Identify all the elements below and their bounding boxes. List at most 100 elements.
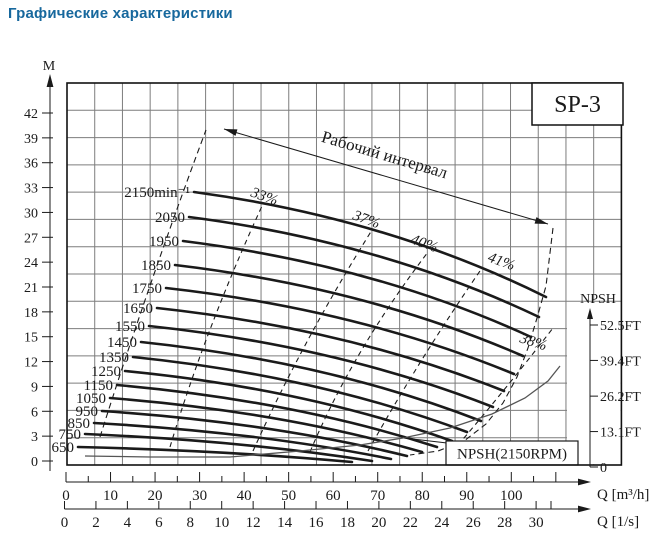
flow-ls-tick-label: 24 (434, 515, 450, 531)
efficiency-label-33: 33% (248, 184, 280, 209)
flow-m3h-tick-label: 30 (192, 488, 207, 504)
pump-curve-1550 (147, 324, 495, 409)
head-axis-tick-label: 33 (24, 182, 38, 197)
npsh-axis-tick-label: 52.5FT (600, 319, 641, 334)
arrowhead (587, 308, 593, 319)
head-axis-tick-label: 39 (24, 132, 38, 147)
flow-m3h-tick-label: 90 (459, 488, 474, 504)
npsh-callout-label: NPSH(2150RPM) (457, 447, 567, 463)
npsh-scale-notch (567, 303, 621, 465)
head-axis-tick-label: 18 (24, 306, 38, 321)
arrowhead (224, 129, 238, 136)
flow-m3h-tick-label: 80 (415, 488, 430, 504)
head-axis-tick-label: 0 (31, 455, 38, 470)
flow-m3h-tick-label: 40 (237, 488, 252, 504)
npsh-axis-tick-label: 13.1FT (600, 426, 641, 441)
npsh-curve (84, 365, 561, 458)
head-axis-tick-label: 15 (24, 331, 38, 346)
flow-m3h-tick-label: 100 (500, 488, 523, 504)
flow-ls-tick-label: 18 (340, 515, 355, 531)
efficiency-label-38: 38% (517, 330, 549, 354)
page-title: Графические характеристики (8, 5, 233, 22)
pump-curve-label-2050: 2050 (155, 210, 185, 226)
pump-curve-label-1550: 1550 (115, 319, 145, 335)
pump-curve-label-1750: 1750 (132, 281, 162, 297)
npsh-leader-line (403, 437, 448, 444)
head-axis-tick-label: 30 (24, 206, 38, 221)
arrowhead (578, 505, 591, 513)
pump-curve-1450 (139, 340, 483, 423)
efficiency-contour-40 (309, 251, 429, 453)
efficiency-contour-37 (252, 229, 373, 452)
pump-curve-1650 (155, 306, 506, 393)
pump-curve-label-1350: 1350 (99, 350, 129, 366)
flow-ls-tick-label: 12 (246, 515, 261, 531)
pump-curve-950 (100, 409, 409, 458)
head-axis-tick-label: 24 (24, 256, 38, 271)
head-axis-tick-label: 42 (24, 107, 38, 122)
npsh-axis-tick-label: 39.4FT (600, 354, 641, 369)
pump-curve-label-850: 850 (68, 416, 91, 432)
arrowhead (46, 74, 54, 87)
pump-curve-750 (83, 432, 374, 463)
npsh-callout-box (445, 440, 579, 466)
head-axis-tick-label: 36 (24, 157, 38, 172)
flow-ls-tick-label: 6 (155, 515, 163, 531)
head-axis-tick-label: 9 (31, 380, 38, 395)
flow-m3h-tick-label: 20 (148, 488, 163, 504)
flow-m3h-tick-label: 0 (62, 488, 70, 504)
head-axis-tick-label: 3 (31, 430, 38, 445)
pump-curve-label-2150: 2150min⁻¹ (124, 185, 190, 201)
pump-curve-label-1650: 1650 (123, 301, 153, 317)
working-interval-label: Рабочий интервал (319, 127, 450, 182)
head-axis-tick-label: 21 (24, 281, 38, 296)
flow-ls-tick-label: 20 (371, 515, 386, 531)
pump-curve-label-1250: 1250 (91, 364, 121, 380)
efficiency-contour-38 (451, 327, 554, 453)
head-axis-tick-label: 6 (31, 405, 38, 420)
flow-ls-tick-label: 28 (497, 515, 512, 531)
flow-m3h-tick-label: 70 (370, 488, 385, 504)
pump-curve-label-1850: 1850 (141, 258, 171, 274)
head-axis-tick-label: 12 (24, 356, 38, 371)
efficiency-label-40: 40% (409, 232, 440, 256)
pump-curve-1250 (123, 369, 454, 443)
head-axis-title: M (43, 59, 56, 74)
pump-curve-1850 (173, 263, 525, 358)
flow-ls-tick-label: 4 (124, 515, 132, 531)
model-badge (531, 82, 624, 126)
flow-m3h-tick-label: 50 (281, 488, 296, 504)
flow-m3h-tick-label: 10 (103, 488, 118, 504)
flow-ls-tick-label: 10 (214, 515, 229, 531)
pump-curve-1150 (115, 383, 439, 449)
pump-curve-1950 (181, 239, 533, 339)
flow-ls-tick-label: 30 (529, 515, 544, 531)
working-interval-left-boundary (99, 129, 207, 438)
pump-curve-2150 (192, 190, 548, 299)
flow-ls-tick-label: 26 (466, 515, 482, 531)
arrowhead (534, 217, 548, 224)
pump-curve-label-650: 650 (52, 440, 75, 456)
flow-ls-tick-label: 22 (403, 515, 418, 531)
npsh-axis-title: NPSH (580, 292, 616, 307)
pump-curve-label-1050: 1050 (76, 391, 106, 407)
pump-curve-2050 (187, 215, 541, 319)
flow-ls-tick-label: 16 (309, 515, 325, 531)
npsh-axis-tick-label: 0 (600, 461, 607, 476)
flow-ls-tick-label: 0 (61, 515, 69, 531)
efficiency-contour-41 (367, 267, 483, 452)
working-interval-arrow (223, 128, 549, 225)
pump-curve-label-750: 750 (59, 427, 82, 443)
head-axis-tick-label: 27 (24, 231, 38, 246)
pump-curve-1350 (131, 355, 469, 434)
pump-curve-1050 (108, 396, 424, 454)
pump-curve-850 (92, 421, 393, 461)
flow-ls-tick-label: 14 (277, 515, 293, 531)
pump-curve-1750 (164, 286, 516, 376)
npsh-axis-tick-label: 26.2FT (600, 390, 641, 405)
plot-frame (66, 82, 623, 466)
efficiency-contour-33 (169, 205, 263, 448)
pump-curve-650 (76, 445, 354, 464)
